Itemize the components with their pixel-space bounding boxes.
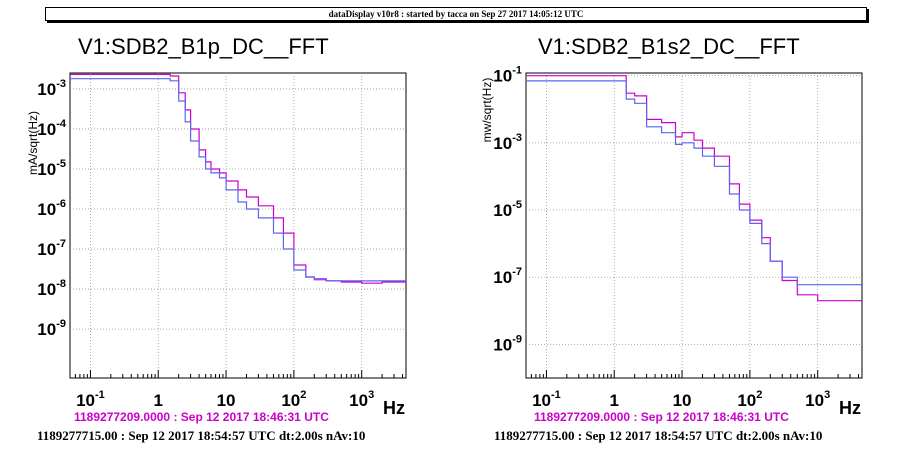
y-tick-labels: 10-9 10-7 10-5 10-3 10-1: [493, 65, 522, 355]
y-tick-label: 10-9: [493, 333, 522, 354]
x-tick-label: 1: [610, 391, 619, 410]
footer-timestamp-magenta: 1189277209.0000 : Sep 12 2017 18:46:31 U…: [534, 410, 789, 424]
footer-timestamp-black: 1189277715.00 : Sep 12 2017 18:54:57 UTC…: [37, 428, 365, 443]
grid-lines: [69, 73, 406, 378]
series-line-1: [526, 80, 862, 286]
plot-frame: [69, 72, 407, 379]
y-tick-label: 10-7: [37, 238, 66, 259]
plot-title: V1:SDB2_B1p_DC__FFT: [78, 34, 329, 59]
x-tick-label: 103: [349, 389, 374, 410]
y-tick-label: 10-7: [493, 266, 522, 287]
y-tick-label: 10-6: [37, 198, 66, 219]
x-tick-label: 10: [217, 391, 236, 410]
y-axis-label: mw/sqrt(Hz): [480, 78, 494, 143]
footer-timestamp-black: 1189277715.00 : Sep 12 2017 18:54:57 UTC…: [494, 428, 822, 443]
plot-frame: [525, 72, 863, 379]
series-group: [70, 73, 406, 284]
x-axis-unit: Hz: [383, 398, 405, 418]
plot-panel-left: V1:SDB2_B1p_DC__FFT mA/sqrt(Hz) 10-1 1 10 1…: [26, 34, 407, 443]
y-tick-label: 10-3: [493, 132, 522, 153]
y-tick-label: 10-8: [37, 278, 66, 299]
grid-lines: [525, 73, 862, 378]
y-tick-label: 10-4: [37, 118, 67, 139]
x-tick-label: 1: [154, 391, 163, 410]
y-tick-labels: 10-9 10-8 10-7 10-6 10-5 10-4 10-3: [37, 78, 67, 339]
y-tick-label: 10-9: [37, 318, 66, 339]
y-axis-label: mA/sqrt(Hz): [26, 111, 40, 175]
x-tick-label: 103: [805, 389, 830, 410]
series-group: [526, 75, 862, 302]
x-tick-label: 102: [737, 389, 762, 410]
plot-title: V1:SDB2_B1s2_DC__FFT: [538, 34, 800, 59]
x-tick-label: 10-1: [76, 389, 105, 410]
banner: dataDisplay v10r8 : started by tacca on …: [45, 7, 867, 21]
y-tick-label: 10-3: [37, 78, 66, 99]
x-tick-labels: 10-1 1 10 102 103: [76, 389, 374, 410]
series-line-1: [70, 78, 406, 282]
x-tick-label: 10-1: [532, 389, 561, 410]
x-tick-label: 102: [281, 389, 306, 410]
plot-panel-right: V1:SDB2_B1s2_DC__FFT mw/sqrt(Hz) 10-1 1 10…: [480, 34, 863, 443]
y-tick-label: 10-5: [493, 199, 522, 220]
y-tick-label: 10-5: [37, 158, 66, 179]
x-tick-label: 10: [673, 391, 692, 410]
footer-timestamp-magenta: 1189277209.0000 : Sep 12 2017 18:46:31 U…: [74, 410, 329, 424]
x-tick-labels: 10-1 1 10 102 103: [532, 389, 830, 410]
y-tick-label: 10-1: [493, 65, 522, 86]
x-axis-unit: Hz: [839, 398, 861, 418]
